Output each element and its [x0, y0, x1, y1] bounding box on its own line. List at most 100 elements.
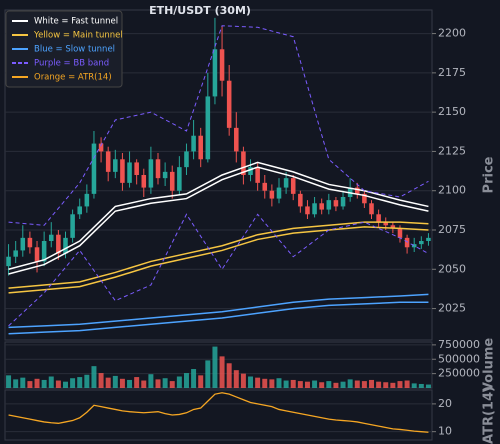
y-tick-label: 2175 [438, 66, 466, 79]
candle-body [20, 237, 26, 251]
y-tick-label: 750000 [438, 338, 480, 351]
y-axis-label: ATR(14) [482, 386, 497, 444]
volume-bar [27, 381, 33, 388]
volume-bar [84, 374, 90, 388]
candle-body [326, 200, 332, 210]
candle-body [191, 135, 196, 152]
volume-bar [404, 380, 410, 388]
candle-body [312, 203, 317, 215]
band-line [8, 293, 429, 329]
candle-body [56, 234, 61, 254]
volume-bar [34, 378, 40, 388]
volume-bar [390, 382, 396, 388]
y-tick-label: 2125 [438, 144, 466, 157]
y-tick-label: 500000 [438, 352, 480, 365]
volume-bar [297, 381, 303, 388]
candle-body [91, 143, 97, 194]
volume-bar [354, 380, 360, 388]
volume-bar [55, 380, 61, 388]
y-tick-label: 250000 [438, 367, 480, 380]
candle-body [397, 228, 403, 238]
candle-body [376, 214, 381, 223]
y-axis-label: Volume [482, 338, 497, 393]
candle-body [305, 206, 310, 215]
candle-body [369, 203, 374, 215]
candle-body [290, 178, 296, 194]
candle-body [419, 241, 424, 245]
candle-body [262, 182, 268, 191]
volume-bar [48, 376, 54, 388]
candle-body [84, 193, 90, 207]
candle-body [141, 175, 147, 188]
band-line [8, 166, 429, 275]
candle-body [219, 49, 225, 81]
volume-bar [183, 373, 189, 388]
candle-body [383, 222, 389, 226]
candle-body [63, 237, 68, 254]
volume-bar [77, 377, 83, 388]
volume-bar [383, 382, 389, 388]
candle-body [98, 143, 104, 152]
volume-bar [198, 375, 204, 388]
candle-body [77, 206, 83, 215]
y-tick-label: 2075 [438, 223, 466, 236]
volume-bar [162, 378, 168, 388]
band-line [8, 221, 429, 289]
legend-label: Blue = Slow tunnel [34, 45, 115, 55]
volume-bar [304, 381, 310, 388]
candle-body [255, 167, 260, 183]
candle-body [6, 256, 11, 267]
volume-bar [6, 375, 12, 388]
candle-body [13, 250, 18, 257]
candle-body [390, 225, 396, 229]
candle-body [177, 167, 182, 191]
candle-body [234, 127, 239, 152]
candle-body [404, 237, 410, 248]
candle-body [48, 234, 54, 241]
volume-bar [347, 379, 353, 388]
band-line [8, 226, 429, 294]
volume-bar [312, 380, 318, 388]
chart-title: ETH/USDT (30M) [149, 4, 251, 17]
volume-bar [411, 383, 417, 388]
volume-bar [91, 366, 97, 388]
volume-bar [290, 379, 296, 388]
y-tick-label: 2100 [438, 184, 466, 197]
volume-bar [169, 381, 175, 388]
candle-body [148, 159, 154, 188]
candle-body [411, 244, 417, 248]
candle-body [426, 237, 431, 241]
candle-body [155, 159, 161, 179]
panel [4, 389, 433, 441]
volume-bar [269, 379, 275, 388]
legend-label: Purple = BB band [34, 59, 109, 69]
volume-bar [20, 377, 26, 388]
legend-label: Orange = ATR(14) [34, 73, 112, 83]
y-tick-label: 10 [438, 425, 452, 438]
candle-body [113, 159, 118, 172]
volume-bar [219, 356, 225, 388]
legend-box [5, 10, 123, 88]
y-axis-label: Price [482, 156, 497, 193]
candle-body [269, 190, 275, 199]
volume-bar [41, 379, 47, 388]
candle-body [184, 151, 189, 168]
volume-bar [240, 373, 246, 388]
candle-body [298, 193, 303, 207]
y-tick-label: 2150 [438, 105, 466, 118]
volume-bar [425, 384, 431, 388]
volume-bar [369, 379, 374, 388]
volume-bar [255, 377, 261, 388]
candle-body [70, 214, 75, 238]
volume-bar [397, 381, 403, 388]
legend-label: Yellow = Main tunnel [33, 31, 123, 41]
volume-bar [191, 369, 197, 388]
band-line [8, 301, 429, 335]
volume-bar [70, 378, 76, 388]
candle-body [226, 80, 232, 128]
candle-body [127, 162, 132, 183]
volume-bar [418, 383, 424, 388]
candle-body [134, 162, 139, 175]
volume-bar [141, 380, 147, 388]
candle-body [198, 135, 203, 160]
